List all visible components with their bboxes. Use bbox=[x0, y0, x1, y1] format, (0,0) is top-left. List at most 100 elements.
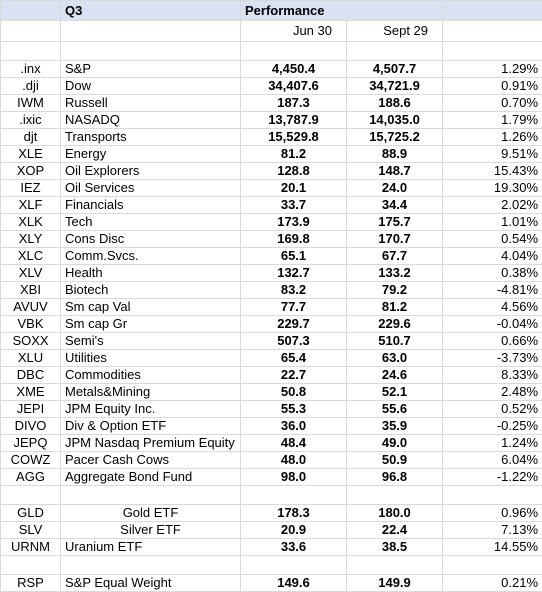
name-cell[interactable]: Tech bbox=[61, 214, 241, 231]
value-sep-cell[interactable]: 180.0 bbox=[347, 505, 443, 522]
name-cell[interactable]: Sm cap Gr bbox=[61, 316, 241, 333]
header2-cell-blank-right[interactable] bbox=[443, 21, 542, 42]
percent-change-cell[interactable]: 1.26% bbox=[443, 129, 542, 146]
percent-change-cell[interactable]: 2.02% bbox=[443, 197, 542, 214]
blank-cell[interactable] bbox=[61, 42, 241, 61]
ticker-cell[interactable]: XLV bbox=[1, 265, 61, 282]
percent-change-cell[interactable]: 9.51% bbox=[443, 146, 542, 163]
name-cell[interactable]: Oil Services bbox=[61, 180, 241, 197]
name-cell[interactable]: Energy bbox=[61, 146, 241, 163]
percent-change-cell[interactable]: 4.56% bbox=[443, 299, 542, 316]
ticker-cell[interactable]: AGG bbox=[1, 469, 61, 486]
percent-change-cell[interactable]: 0.96% bbox=[443, 505, 542, 522]
name-cell[interactable]: Aggregate Bond Fund bbox=[61, 469, 241, 486]
value-jun-cell[interactable]: 13,787.9 bbox=[241, 112, 347, 129]
percent-change-cell[interactable]: 14.55% bbox=[443, 539, 542, 556]
ticker-cell[interactable]: XLK bbox=[1, 214, 61, 231]
percent-change-cell[interactable]: -1.22% bbox=[443, 469, 542, 486]
ticker-cell[interactable]: SLV bbox=[1, 522, 61, 539]
value-sep-cell[interactable]: 170.7 bbox=[347, 231, 443, 248]
ticker-cell[interactable]: SOXX bbox=[1, 333, 61, 350]
value-sep-cell[interactable]: 79.2 bbox=[347, 282, 443, 299]
date-jun-header[interactable]: Jun 30 bbox=[241, 21, 347, 42]
ticker-cell[interactable]: XLF bbox=[1, 197, 61, 214]
ticker-cell[interactable]: djt bbox=[1, 129, 61, 146]
ticker-cell[interactable]: XLC bbox=[1, 248, 61, 265]
name-cell[interactable]: S&P bbox=[61, 61, 241, 78]
blank-cell[interactable] bbox=[1, 42, 61, 61]
percent-change-cell[interactable]: 2.48% bbox=[443, 384, 542, 401]
value-jun-cell[interactable]: 33.6 bbox=[241, 539, 347, 556]
name-cell[interactable]: S&P Equal Weight bbox=[61, 575, 241, 592]
blank-cell[interactable] bbox=[443, 42, 542, 61]
value-sep-cell[interactable]: 49.0 bbox=[347, 435, 443, 452]
blank-cell[interactable] bbox=[241, 486, 347, 505]
value-sep-cell[interactable]: 96.8 bbox=[347, 469, 443, 486]
quarter-label[interactable]: Q3 bbox=[61, 1, 241, 21]
header2-cell-blank[interactable] bbox=[1, 21, 61, 42]
name-cell[interactable]: Financials bbox=[61, 197, 241, 214]
value-jun-cell[interactable]: 77.7 bbox=[241, 299, 347, 316]
value-sep-cell[interactable]: 67.7 bbox=[347, 248, 443, 265]
value-jun-cell[interactable]: 81.2 bbox=[241, 146, 347, 163]
value-sep-cell[interactable]: 24.0 bbox=[347, 180, 443, 197]
value-jun-cell[interactable]: 149.6 bbox=[241, 575, 347, 592]
value-jun-cell[interactable]: 55.3 bbox=[241, 401, 347, 418]
percent-change-cell[interactable]: -0.04% bbox=[443, 316, 542, 333]
value-sep-cell[interactable]: 88.9 bbox=[347, 146, 443, 163]
ticker-cell[interactable]: DBC bbox=[1, 367, 61, 384]
value-jun-cell[interactable]: 34,407.6 bbox=[241, 78, 347, 95]
value-jun-cell[interactable]: 83.2 bbox=[241, 282, 347, 299]
ticker-cell[interactable]: DIVO bbox=[1, 418, 61, 435]
value-sep-cell[interactable]: 175.7 bbox=[347, 214, 443, 231]
blank-cell[interactable] bbox=[1, 556, 61, 575]
value-jun-cell[interactable]: 36.0 bbox=[241, 418, 347, 435]
name-cell[interactable]: Gold ETF bbox=[61, 505, 241, 522]
name-cell[interactable]: Commodities bbox=[61, 367, 241, 384]
blank-cell[interactable] bbox=[241, 556, 347, 575]
percent-change-cell[interactable]: 1.79% bbox=[443, 112, 542, 129]
percent-change-cell[interactable]: -3.73% bbox=[443, 350, 542, 367]
ticker-cell[interactable]: XLE bbox=[1, 146, 61, 163]
blank-cell[interactable] bbox=[443, 486, 542, 505]
value-jun-cell[interactable]: 48.0 bbox=[241, 452, 347, 469]
name-cell[interactable]: Biotech bbox=[61, 282, 241, 299]
value-jun-cell[interactable]: 65.4 bbox=[241, 350, 347, 367]
ticker-cell[interactable]: .dji bbox=[1, 78, 61, 95]
value-sep-cell[interactable]: 229.6 bbox=[347, 316, 443, 333]
name-cell[interactable]: Semi's bbox=[61, 333, 241, 350]
blank-cell[interactable] bbox=[443, 556, 542, 575]
value-jun-cell[interactable]: 15,529.8 bbox=[241, 129, 347, 146]
ticker-cell[interactable]: XLU bbox=[1, 350, 61, 367]
value-jun-cell[interactable]: 20.9 bbox=[241, 522, 347, 539]
value-jun-cell[interactable]: 229.7 bbox=[241, 316, 347, 333]
value-sep-cell[interactable]: 15,725.2 bbox=[347, 129, 443, 146]
name-cell[interactable]: JPM Equity Inc. bbox=[61, 401, 241, 418]
name-cell[interactable]: Transports bbox=[61, 129, 241, 146]
percent-change-cell[interactable]: 1.29% bbox=[443, 61, 542, 78]
blank-cell[interactable] bbox=[347, 42, 443, 61]
percent-change-cell[interactable]: 15.43% bbox=[443, 163, 542, 180]
value-sep-cell[interactable]: 52.1 bbox=[347, 384, 443, 401]
value-sep-cell[interactable]: 24.6 bbox=[347, 367, 443, 384]
value-sep-cell[interactable]: 14,035.0 bbox=[347, 112, 443, 129]
value-sep-cell[interactable]: 63.0 bbox=[347, 350, 443, 367]
name-cell[interactable]: Comm.Svcs. bbox=[61, 248, 241, 265]
value-jun-cell[interactable]: 169.8 bbox=[241, 231, 347, 248]
value-sep-cell[interactable]: 133.2 bbox=[347, 265, 443, 282]
name-cell[interactable]: Utilities bbox=[61, 350, 241, 367]
ticker-cell[interactable]: JEPI bbox=[1, 401, 61, 418]
ticker-cell[interactable]: RSP bbox=[1, 575, 61, 592]
performance-label[interactable]: Performance bbox=[241, 1, 443, 21]
name-cell[interactable]: NASADQ bbox=[61, 112, 241, 129]
ticker-cell[interactable]: XME bbox=[1, 384, 61, 401]
ticker-cell[interactable]: COWZ bbox=[1, 452, 61, 469]
percent-change-cell[interactable]: -4.81% bbox=[443, 282, 542, 299]
value-sep-cell[interactable]: 55.6 bbox=[347, 401, 443, 418]
header2-cell-blank-name[interactable] bbox=[61, 21, 241, 42]
name-cell[interactable]: Cons Disc bbox=[61, 231, 241, 248]
name-cell[interactable]: Health bbox=[61, 265, 241, 282]
header-cell-blank-right[interactable] bbox=[443, 1, 542, 21]
value-sep-cell[interactable]: 81.2 bbox=[347, 299, 443, 316]
percent-change-cell[interactable]: 0.52% bbox=[443, 401, 542, 418]
